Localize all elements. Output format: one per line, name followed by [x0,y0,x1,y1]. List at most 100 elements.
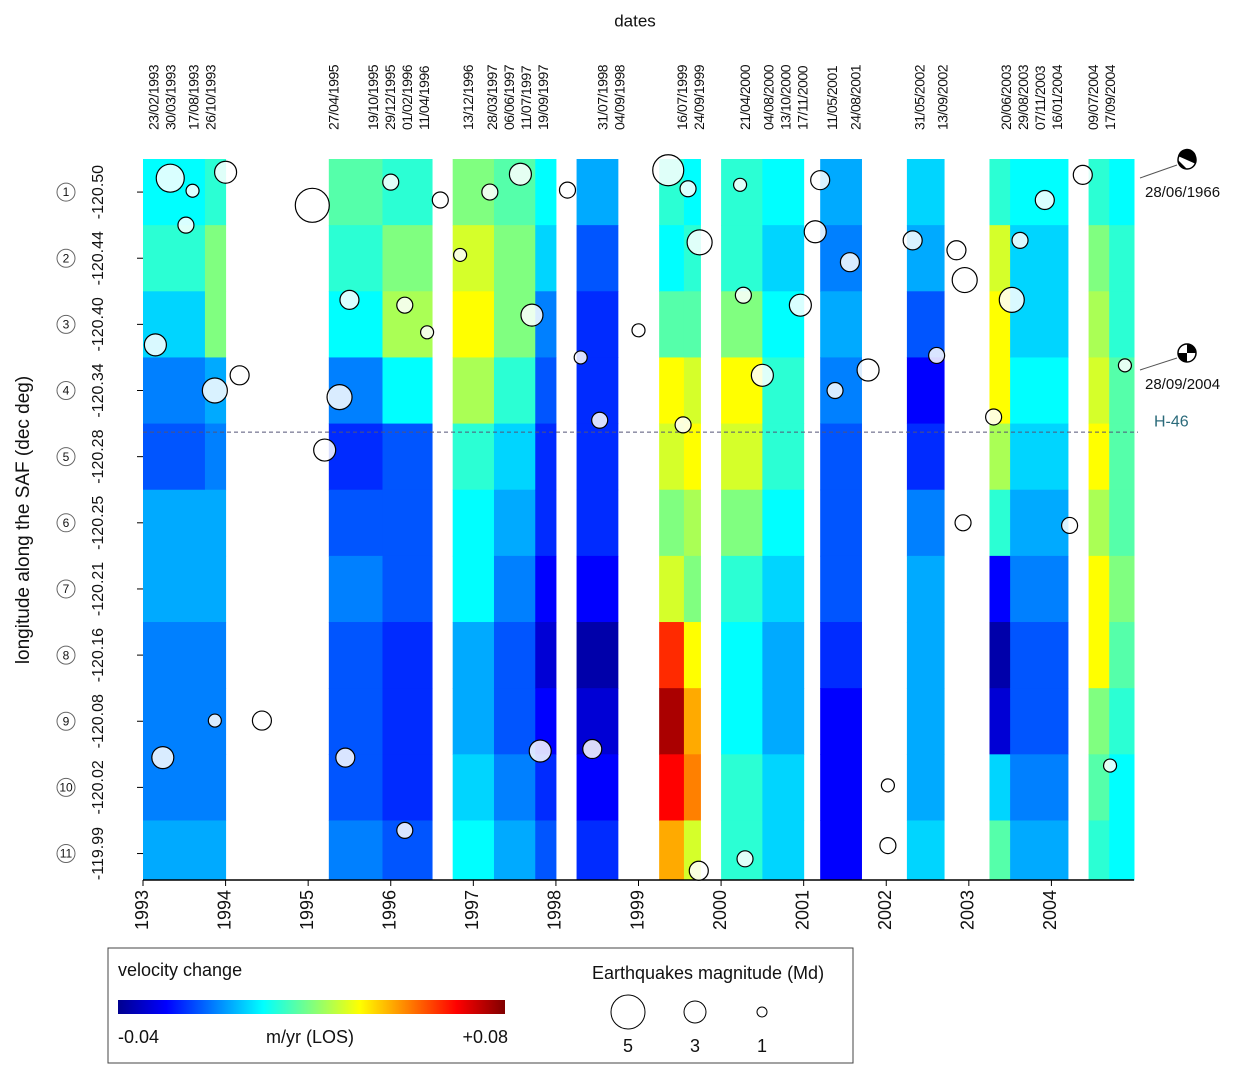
segment-label: 11 [60,847,73,861]
heat-cell [1088,423,1110,491]
x-tick-label: 2002 [875,890,895,930]
heat-cell [143,820,206,881]
heat-cell [1010,754,1069,821]
heat-cell [493,688,536,755]
heat-cell [576,159,619,226]
heat-cell [989,357,1011,425]
heat-cell [820,688,862,755]
heat-cell [204,820,227,881]
heat-cell [535,159,557,226]
heat-cell [328,225,383,292]
heat-cell [1088,754,1110,821]
heat-cell [382,688,433,755]
earthquake [396,296,414,314]
date-label: 28/03/1997 [484,64,500,130]
date-label: 09/07/2004 [1085,64,1101,130]
heat-cell [1109,489,1135,557]
heat-cell [721,159,763,226]
heat-cell [1010,622,1069,689]
segment-label: 6 [63,516,70,530]
earthquake [481,183,499,201]
date-label: 20/06/2003 [998,64,1014,130]
earthquake [155,163,185,193]
segment-marker [56,579,76,599]
date-label: 30/03/1993 [163,64,179,130]
heat-cell [989,423,1011,491]
reference-label: H-46 [1154,413,1189,430]
earthquake [631,323,646,338]
earthquake [207,713,222,728]
heat-cell [762,423,805,491]
heat-cell [576,622,619,689]
y-tick-label: -120.50 [90,165,107,219]
heat-cell [820,622,862,689]
heat-cell [906,159,945,226]
y-tick-label: -120.28 [90,429,107,483]
heat-cell [452,357,495,425]
heat-cell [989,225,1011,292]
heat-cell [452,423,495,491]
heat-cell [989,489,1011,557]
heat-cell [382,225,433,292]
annotation: 28/06/1966 [1145,184,1220,201]
earthquake [998,286,1025,313]
heat-cell [1088,820,1110,881]
earthquake [736,850,754,868]
earthquake [1060,516,1079,535]
heat-cell [493,622,536,689]
heat-cell [1109,555,1135,623]
heat-cell [535,754,557,821]
heat-cell [535,555,557,623]
heat-cell [328,159,383,226]
heat-cell [762,754,805,821]
heatmap [143,159,1135,881]
heat-cell [382,622,433,689]
earthquake [339,289,360,310]
heat-cell [762,159,805,226]
earthquake [688,860,709,881]
segment-label: 10 [59,781,73,795]
heat-cell [906,423,945,491]
date-label: 11/05/2001 [824,65,840,130]
heat-cell [721,820,763,881]
earthquake [508,162,533,186]
colorbar-unit: m/yr (LOS) [266,1027,354,1047]
date-label: 27/04/1995 [325,64,341,130]
earthquake [453,247,468,263]
heat-cell [493,820,536,881]
segment-marker [56,248,76,268]
earthquake [313,438,337,462]
heat-cell [1109,291,1135,358]
heat-cell [204,423,227,491]
heat-cell [683,688,701,755]
heat-cell [683,489,701,557]
magnitude-legend-circle [756,1006,768,1018]
segment-marker [56,777,76,797]
earthquake [591,411,609,429]
colorbar-title: velocity change [118,960,242,980]
earthquake [652,154,685,187]
heat-cell [1088,688,1110,755]
y-axis-title: longitude along the SAF (dec deg) [13,376,34,664]
date-label: 01/02/1996 [399,64,415,130]
heat-cell [659,489,685,557]
heat-cell [1088,357,1110,425]
heat-cell [452,291,495,358]
earthquakes [143,154,1133,881]
earthquake [335,747,356,768]
heat-cell [906,291,945,358]
segment-label: 4 [63,384,70,398]
segment-label: 8 [63,648,70,662]
date-label: 17/11/2000 [795,65,811,130]
date-label: 17/08/1993 [185,64,201,130]
heat-cell [452,489,495,557]
heat-cell [721,688,763,755]
earthquake [1102,758,1118,773]
heat-cell [204,622,227,689]
heat-cell [1010,688,1069,755]
date-label: 16/01/2004 [1049,64,1065,130]
heat-cell [989,688,1011,755]
earthquake [582,738,603,760]
magnitude-legend-label: 3 [690,1036,700,1056]
earthquake [185,183,200,198]
